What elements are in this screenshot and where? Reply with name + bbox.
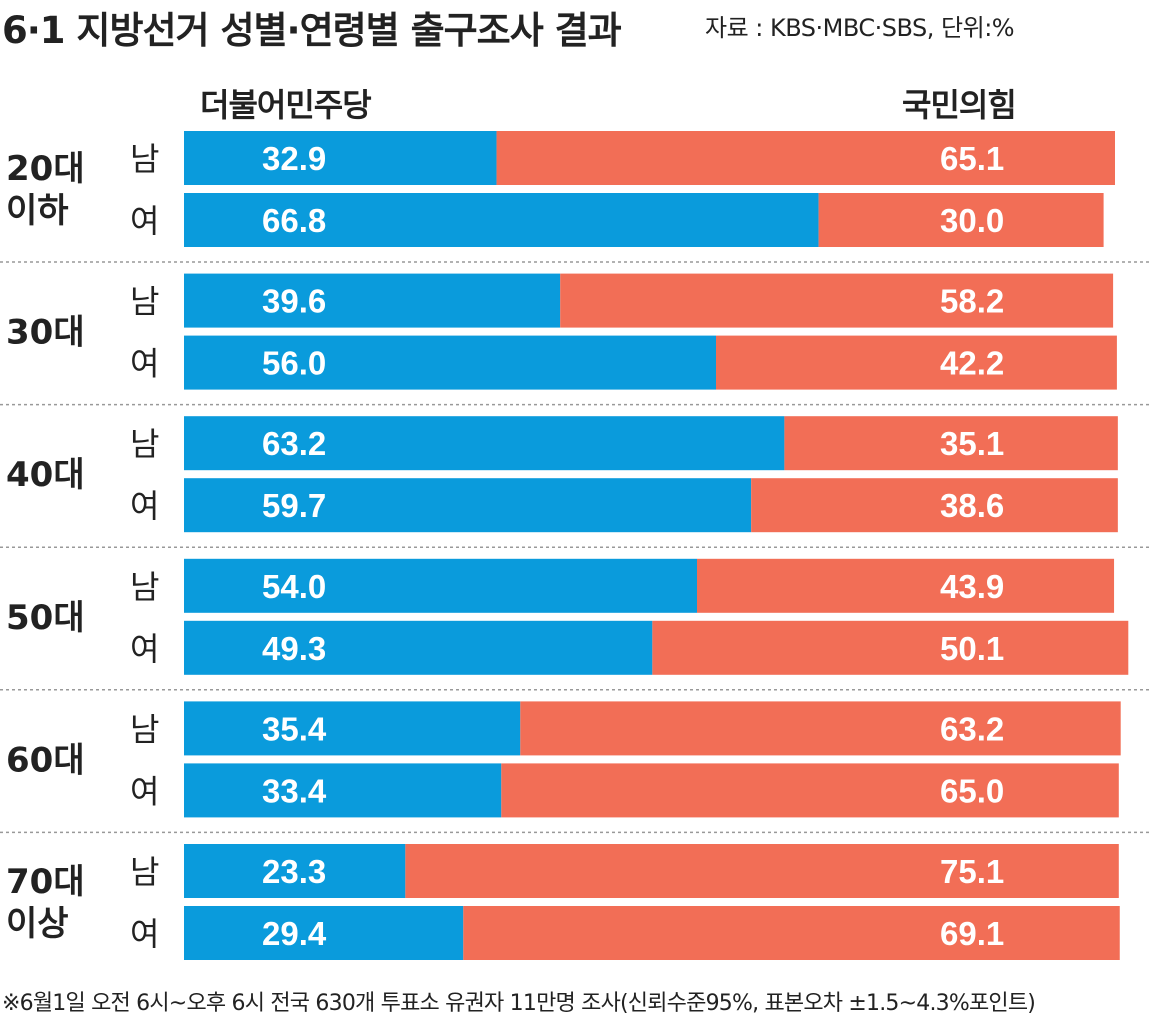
bar-ppp bbox=[496, 131, 1115, 185]
age-group-label: 40대 bbox=[6, 455, 85, 495]
sex-label: 여 bbox=[130, 630, 159, 668]
bar-ppp bbox=[751, 478, 1118, 533]
bar-democratic bbox=[184, 844, 406, 898]
sex-label: 남 bbox=[130, 140, 159, 178]
value-label-democratic: 35.4 bbox=[262, 710, 327, 747]
value-label-democratic: 59.7 bbox=[262, 487, 326, 524]
bar-democratic bbox=[184, 416, 785, 471]
value-label-ppp: 43.9 bbox=[940, 568, 1004, 605]
value-label-ppp: 65.0 bbox=[940, 772, 1004, 809]
value-label-democratic: 39.6 bbox=[262, 283, 326, 320]
value-label-ppp: 42.2 bbox=[940, 345, 1004, 382]
value-label-democratic: 63.2 bbox=[262, 425, 326, 462]
age-group-label: 이하 bbox=[6, 191, 69, 231]
legend-democratic: 더불어민주당 bbox=[200, 86, 372, 124]
sex-label: 남 bbox=[130, 568, 159, 606]
value-label-democratic: 33.4 bbox=[262, 772, 327, 809]
bar-democratic bbox=[184, 620, 653, 675]
bar-democratic bbox=[184, 558, 697, 613]
bar-ppp bbox=[463, 906, 1120, 960]
bar-democratic bbox=[184, 763, 502, 818]
value-label-ppp: 58.2 bbox=[940, 283, 1004, 320]
sex-label: 남 bbox=[130, 853, 159, 891]
sex-label: 여 bbox=[130, 345, 159, 383]
bar-democratic bbox=[184, 273, 561, 328]
age-group-label: 70대 bbox=[6, 862, 85, 902]
sex-label: 남 bbox=[130, 425, 159, 463]
bar-democratic bbox=[184, 193, 819, 247]
bar-democratic bbox=[184, 478, 752, 533]
bar-democratic bbox=[184, 906, 464, 960]
bar-ppp bbox=[716, 335, 1117, 390]
value-label-ppp: 30.0 bbox=[940, 202, 1004, 239]
value-label-ppp: 65.1 bbox=[940, 140, 1004, 177]
value-label-democratic: 49.3 bbox=[262, 630, 326, 667]
value-label-ppp: 69.1 bbox=[940, 915, 1004, 952]
sex-label: 여 bbox=[130, 915, 159, 953]
bar-ppp bbox=[818, 193, 1104, 247]
value-label-democratic: 32.9 bbox=[262, 140, 326, 177]
bar-ppp bbox=[697, 558, 1115, 613]
value-label-democratic: 54.0 bbox=[262, 568, 326, 605]
legend-ppp: 국민의힘 bbox=[902, 86, 1017, 124]
age-group-label: 20대 bbox=[6, 149, 85, 189]
value-label-ppp: 38.6 bbox=[940, 487, 1004, 524]
bar-democratic bbox=[184, 701, 521, 756]
value-label-democratic: 56.0 bbox=[262, 345, 326, 382]
bar-democratic bbox=[184, 131, 497, 185]
chart-title: 6·1 지방선거 성별·연령별 출구조사 결과 bbox=[2, 9, 622, 52]
sex-label: 여 bbox=[130, 487, 159, 525]
bar-ppp bbox=[405, 844, 1119, 898]
value-label-ppp: 35.1 bbox=[940, 425, 1004, 462]
bar-ppp bbox=[560, 273, 1114, 328]
value-label-democratic: 23.3 bbox=[262, 853, 326, 890]
value-label-ppp: 50.1 bbox=[940, 630, 1004, 667]
sex-label: 남 bbox=[130, 710, 159, 748]
age-group-label: 이상 bbox=[6, 904, 69, 944]
footnote: ※6월1일 오전 6시~오후 6시 전국 630개 투표소 유권자 11만명 조… bbox=[2, 991, 1036, 1016]
sex-label: 여 bbox=[130, 772, 159, 810]
value-label-democratic: 66.8 bbox=[262, 202, 326, 239]
bar-ppp bbox=[784, 416, 1118, 471]
sex-label: 여 bbox=[130, 202, 159, 240]
sex-label: 남 bbox=[130, 283, 159, 321]
age-group-label: 30대 bbox=[6, 313, 85, 353]
value-label-ppp: 63.2 bbox=[940, 710, 1004, 747]
value-label-democratic: 29.4 bbox=[262, 915, 327, 952]
source-note: 자료 : KBS·MBC·SBS, 단위:% bbox=[705, 14, 1015, 42]
bar-democratic bbox=[184, 335, 716, 390]
value-label-ppp: 75.1 bbox=[940, 853, 1004, 890]
age-group-label: 60대 bbox=[6, 740, 85, 780]
bar-ppp bbox=[652, 620, 1129, 675]
age-group-label: 50대 bbox=[6, 598, 85, 638]
bar-ppp bbox=[520, 701, 1121, 756]
bar-ppp bbox=[501, 763, 1119, 818]
